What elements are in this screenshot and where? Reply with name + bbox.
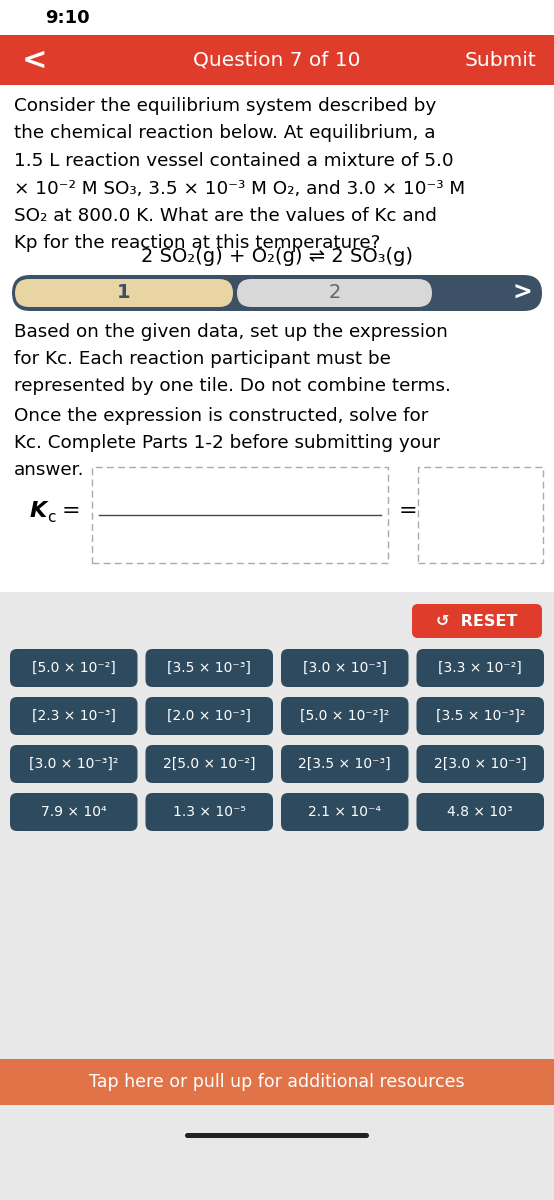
Text: 2: 2 [329,283,341,302]
Bar [0,1058,554,1105]
FancyBboxPatch shape [10,697,137,734]
FancyBboxPatch shape [281,649,408,686]
FancyBboxPatch shape [10,745,137,782]
FancyBboxPatch shape [146,697,273,734]
Text: 2[5.0 × 10⁻²]: 2[5.0 × 10⁻²] [163,757,255,770]
Text: ↺  RESET: ↺ RESET [437,613,517,629]
Text: 4.8 × 10³: 4.8 × 10³ [448,805,513,818]
FancyBboxPatch shape [10,793,137,830]
Text: × 10⁻² M SO₃, 3.5 × 10⁻³ M O₂, and 3.0 × 10⁻³ M: × 10⁻² M SO₃, 3.5 × 10⁻³ M O₂, and 3.0 ×… [14,180,465,198]
Text: Kc. Complete Parts 1-2 before submitting your: Kc. Complete Parts 1-2 before submitting… [14,434,440,452]
Text: >: > [512,281,532,305]
Text: [3.3 × 10⁻²]: [3.3 × 10⁻²] [438,661,522,674]
Text: 9:10: 9:10 [45,8,90,26]
FancyBboxPatch shape [281,697,408,734]
FancyBboxPatch shape [417,745,544,782]
FancyBboxPatch shape [417,649,544,686]
FancyBboxPatch shape [412,604,542,638]
Text: [3.0 × 10⁻³]: [3.0 × 10⁻³] [303,661,387,674]
FancyBboxPatch shape [15,278,233,307]
Text: 1.5 L reaction vessel contained a mixture of 5.0: 1.5 L reaction vessel contained a mixtur… [14,152,454,170]
Text: answer.: answer. [14,461,85,479]
Text: [2.3 × 10⁻³]: [2.3 × 10⁻³] [32,709,116,722]
Text: SO₂ at 800.0 K. What are the values of Kc and: SO₂ at 800.0 K. What are the values of K… [14,206,437,226]
FancyBboxPatch shape [92,467,388,563]
Text: 2[3.5 × 10⁻³]: 2[3.5 × 10⁻³] [299,757,391,770]
Text: =: = [399,502,418,521]
Bar [0,592,554,1200]
FancyBboxPatch shape [185,1133,369,1138]
FancyBboxPatch shape [417,697,544,734]
Text: Tap here or pull up for additional resources: Tap here or pull up for additional resou… [89,1073,465,1091]
Text: 1.3 × 10⁻⁵: 1.3 × 10⁻⁵ [173,805,245,818]
Text: K: K [30,502,47,521]
Text: [3.5 × 10⁻³]: [3.5 × 10⁻³] [167,661,251,674]
Text: Consider the equilibrium system described by: Consider the equilibrium system describe… [14,97,436,115]
Text: [3.0 × 10⁻³]²: [3.0 × 10⁻³]² [29,757,119,770]
FancyBboxPatch shape [146,793,273,830]
Text: 1: 1 [117,283,131,302]
Text: represented by one tile. Do not combine terms.: represented by one tile. Do not combine … [14,377,451,395]
FancyBboxPatch shape [418,467,543,563]
FancyBboxPatch shape [237,278,432,307]
Text: =: = [62,502,81,521]
Text: Kp for the reaction at this temperature?: Kp for the reaction at this temperature? [14,234,381,252]
Text: <: < [22,46,48,74]
Text: 2[3.0 × 10⁻³]: 2[3.0 × 10⁻³] [434,757,526,770]
Text: Question 7 of 10: Question 7 of 10 [193,50,361,70]
FancyBboxPatch shape [146,745,273,782]
Text: c: c [47,510,55,526]
Text: [2.0 × 10⁻³]: [2.0 × 10⁻³] [167,709,251,722]
FancyBboxPatch shape [281,793,408,830]
Text: Submit: Submit [464,50,536,70]
Bar [0,35,554,85]
Text: Once the expression is constructed, solve for: Once the expression is constructed, solv… [14,407,428,425]
FancyBboxPatch shape [281,745,408,782]
FancyBboxPatch shape [417,793,544,830]
Text: [5.0 × 10⁻²]²: [5.0 × 10⁻²]² [300,709,389,722]
Text: for Kc. Each reaction participant must be: for Kc. Each reaction participant must b… [14,350,391,368]
FancyBboxPatch shape [12,275,542,311]
Text: the chemical reaction below. At equilibrium, a: the chemical reaction below. At equilibr… [14,125,435,143]
FancyBboxPatch shape [146,649,273,686]
FancyBboxPatch shape [10,649,137,686]
Text: 2.1 × 10⁻⁴: 2.1 × 10⁻⁴ [308,805,381,818]
Text: 7.9 × 10⁴: 7.9 × 10⁴ [41,805,106,818]
Text: [5.0 × 10⁻²]: [5.0 × 10⁻²] [32,661,116,674]
Text: Based on the given data, set up the expression: Based on the given data, set up the expr… [14,323,448,341]
Text: [3.5 × 10⁻³]²: [3.5 × 10⁻³]² [435,709,525,722]
Text: 2 SO₂(g) + O₂(g) ⇌ 2 SO₃(g): 2 SO₂(g) + O₂(g) ⇌ 2 SO₃(g) [141,247,413,266]
